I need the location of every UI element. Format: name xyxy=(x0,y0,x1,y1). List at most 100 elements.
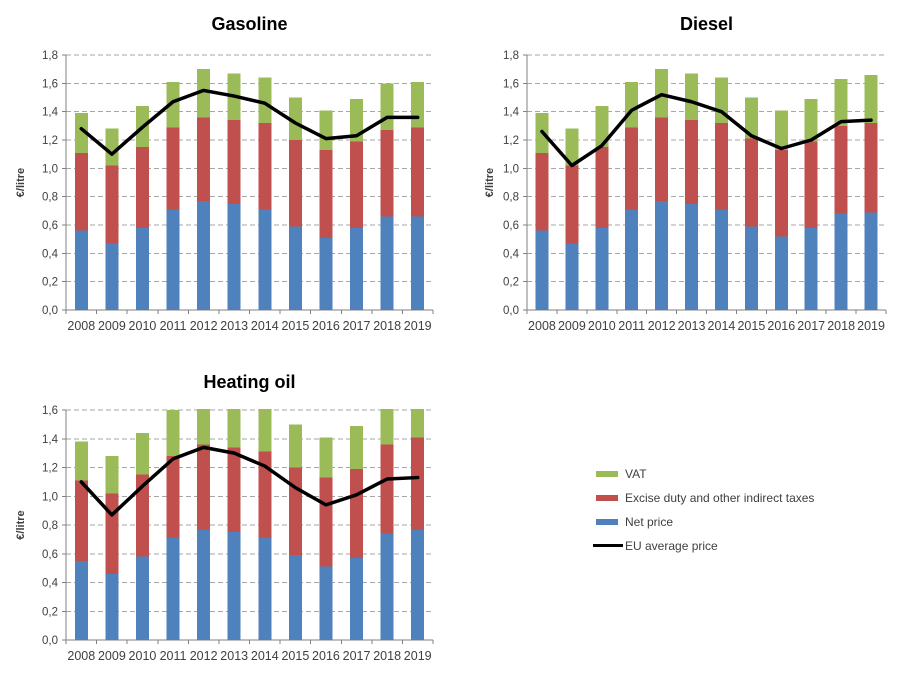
bar-net-price-2017 xyxy=(350,558,364,640)
bar-excise-duty-and-other-indirect-taxes-2015 xyxy=(288,467,302,556)
bar-excise-duty-and-other-indirect-taxes-2018 xyxy=(380,130,394,217)
bar-excise-duty-and-other-indirect-taxes-2008 xyxy=(535,152,549,231)
x-tick-labels: 2008 2009 2010 2011 2012 2013 2014 2015 2016 2017… xyxy=(67,649,431,663)
eu-average-line-icon xyxy=(593,544,623,547)
bar-excise-duty-and-other-indirect-taxes-2013 xyxy=(227,120,241,204)
bar-net-price-2011 xyxy=(166,209,180,310)
bar-net-price-2010 xyxy=(135,556,149,640)
bar-vat-2014 xyxy=(258,77,272,123)
x-tick-label: 2012 xyxy=(190,319,218,333)
bar-net-price-2013 xyxy=(227,532,241,640)
bar-net-price-2018 xyxy=(380,533,394,640)
bar-vat-2017 xyxy=(804,98,818,142)
bar-excise-duty-and-other-indirect-taxes-2014 xyxy=(714,123,728,210)
bar-vat-2019 xyxy=(411,409,425,438)
bar-vat-2013 xyxy=(227,409,241,448)
bar-excise-duty-and-other-indirect-taxes-2008 xyxy=(74,152,88,231)
x-tick-label: 2010 xyxy=(129,649,157,663)
bar-excise-duty-and-other-indirect-taxes-2017 xyxy=(804,141,818,228)
bar-excise-duty-and-other-indirect-taxes-2016 xyxy=(319,149,333,238)
x-tick-label: 2008 xyxy=(528,319,556,333)
eu-average-price-line xyxy=(79,88,420,156)
gridlines xyxy=(527,54,886,283)
legend-item-vat: VAT xyxy=(593,464,893,483)
bar-vat-2010 xyxy=(135,433,149,475)
y-tick-label: 1,0 xyxy=(503,163,519,175)
y-tick-label: 1,8 xyxy=(42,50,58,62)
bar-excise-duty-and-other-indirect-taxes-2019 xyxy=(864,123,878,213)
y-tick-label: 0,2 xyxy=(503,277,519,289)
bar-vat-2009 xyxy=(565,128,579,166)
bar-vat-2008 xyxy=(74,441,88,481)
y-tick-label: 1,0 xyxy=(42,491,58,503)
bar-excise-duty-and-other-indirect-taxes-2016 xyxy=(774,149,788,237)
y-tick-label: 0,6 xyxy=(42,549,58,561)
bar-excise-duty-and-other-indirect-taxes-2013 xyxy=(227,447,241,533)
bar-excise-duty-and-other-indirect-taxes-2010 xyxy=(135,474,149,557)
x-tick-label: 2010 xyxy=(588,319,616,333)
x-tick-label: 2013 xyxy=(678,319,706,333)
x-tick-label: 2008 xyxy=(67,649,95,663)
bar-net-price-2018 xyxy=(380,216,394,310)
bar-excise-duty-and-other-indirect-taxes-2011 xyxy=(166,456,180,538)
x-tick-label: 2017 xyxy=(343,649,371,663)
y-axis: 0,0 0,2 0,4 0,6 0,8 1,0 1,2 1,4 1,6 1,8 xyxy=(42,50,66,317)
bar-vat-2019 xyxy=(411,81,425,128)
bar-excise-duty-and-other-indirect-taxes-2012 xyxy=(197,117,211,201)
x-tick-label: 2012 xyxy=(190,649,218,663)
bar-net-price-2012 xyxy=(197,529,211,640)
eu-average-price-line xyxy=(540,92,873,168)
bar-vat-2016 xyxy=(774,110,788,150)
bar-net-price-2009 xyxy=(105,573,119,640)
bar-net-price-2015 xyxy=(744,226,758,310)
bar-net-price-2008 xyxy=(535,230,549,310)
bar-net-price-2012 xyxy=(197,200,211,310)
chart-title: Heating oil xyxy=(203,372,295,392)
bar-net-price-2010 xyxy=(135,227,149,310)
bar-net-price-2014 xyxy=(258,537,272,640)
bar-vat-2012 xyxy=(197,409,211,445)
bar-net-price-2008 xyxy=(74,230,88,310)
y-tick-label: 0,0 xyxy=(503,305,519,317)
bar-net-price-2018 xyxy=(834,213,848,310)
y-tick-label: 1,4 xyxy=(42,107,59,119)
x-tick-label: 2016 xyxy=(312,319,340,333)
gasoline-chart: 0,0 0,2 0,4 0,6 0,8 1,0 1,2 1,4 1,6 1,8 2008 2009 20… xyxy=(0,0,453,345)
x-tick-label: 2015 xyxy=(281,319,309,333)
x-tick-label: 2011 xyxy=(160,649,187,663)
bar-excise-duty-and-other-indirect-taxes-2016 xyxy=(319,477,333,567)
legend-item-eu-average: EU average price xyxy=(593,536,893,555)
x-axis xyxy=(65,310,434,314)
bar-vat-2015 xyxy=(288,424,302,468)
bar-vat-2019 xyxy=(864,74,878,123)
bar-vat-2018 xyxy=(380,409,394,445)
bar-vat-2009 xyxy=(105,456,119,494)
y-tick-label: 1,6 xyxy=(42,78,58,90)
bar-net-price-2019 xyxy=(411,216,425,310)
vat-swatch-icon xyxy=(596,470,618,477)
bar-net-price-2011 xyxy=(625,209,639,310)
bar-vat-2018 xyxy=(834,79,848,126)
x-tick-label: 2016 xyxy=(312,649,340,663)
y-tick-label: 0,0 xyxy=(42,635,58,647)
bar-excise-duty-and-other-indirect-taxes-2018 xyxy=(380,444,394,534)
bar-excise-duty-and-other-indirect-taxes-2015 xyxy=(288,140,302,227)
x-tick-label: 2014 xyxy=(251,319,279,333)
x-tick-label: 2016 xyxy=(767,319,795,333)
x-tick-label: 2011 xyxy=(160,319,187,333)
bar-vat-2013 xyxy=(685,73,699,121)
bar-net-price-2016 xyxy=(319,566,333,640)
bar-net-price-2015 xyxy=(288,226,302,310)
x-tick-label: 2008 xyxy=(67,319,95,333)
y-tick-label: 0,8 xyxy=(42,192,58,204)
x-tick-label: 2014 xyxy=(708,319,736,333)
bar-net-price-2017 xyxy=(804,227,818,310)
bar-excise-duty-and-other-indirect-taxes-2014 xyxy=(258,451,272,538)
bar-excise-duty-and-other-indirect-taxes-2012 xyxy=(197,444,211,530)
bar-vat-2012 xyxy=(197,69,211,118)
bar-excise-duty-and-other-indirect-taxes-2008 xyxy=(74,480,88,561)
net-price-swatch-icon xyxy=(596,518,618,525)
bar-net-price-2012 xyxy=(655,200,669,310)
gridlines xyxy=(66,409,433,612)
